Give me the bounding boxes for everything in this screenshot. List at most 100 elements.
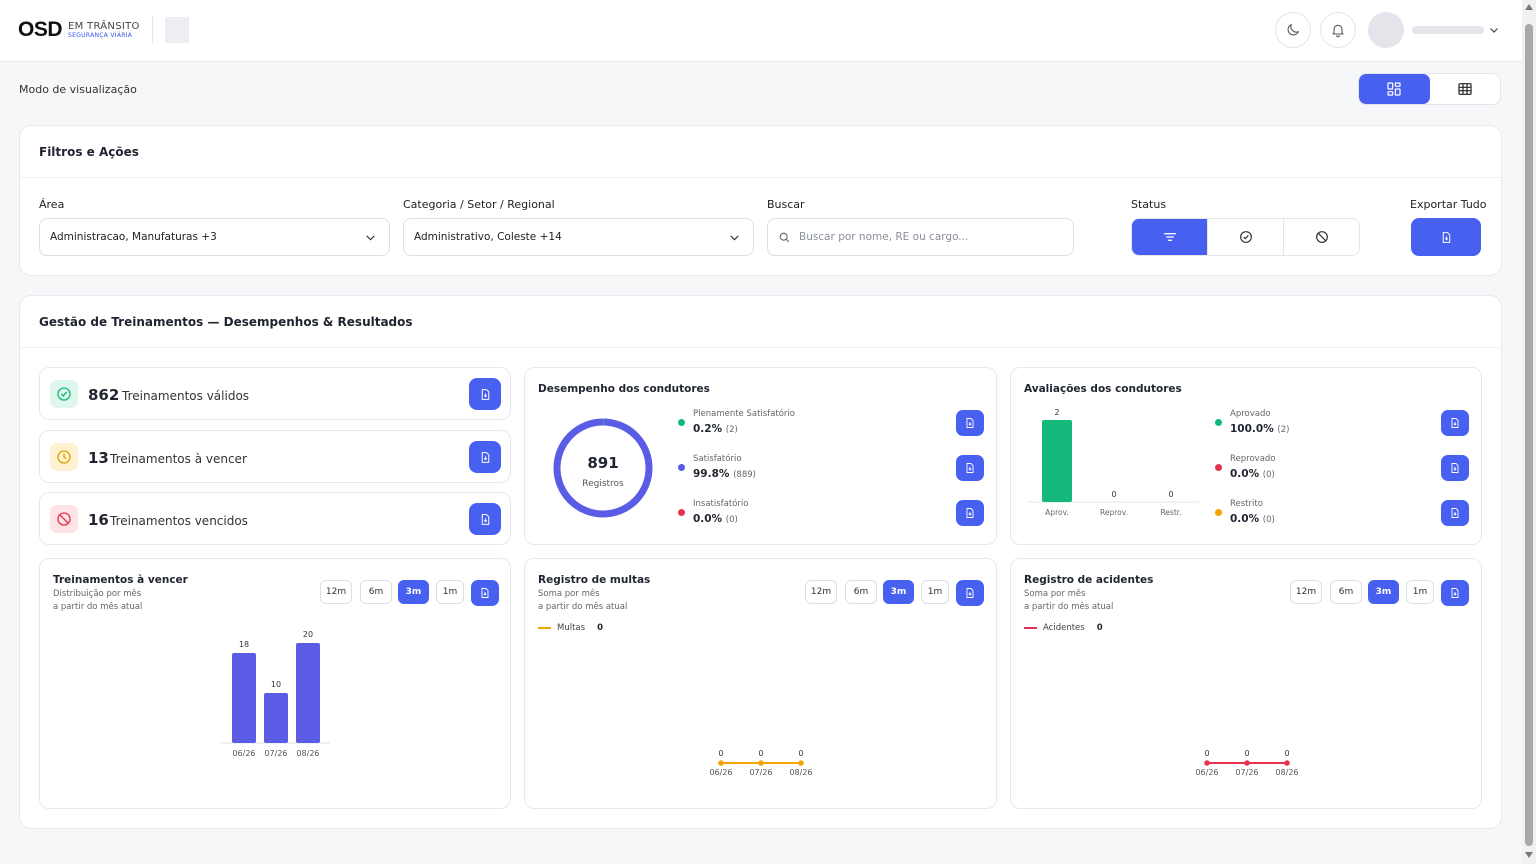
tick-label-1: 07/26 — [749, 768, 772, 777]
export-button[interactable] — [956, 500, 984, 526]
period-3m-button[interactable]: 3m — [398, 580, 429, 604]
logo-mark: OSD — [18, 18, 63, 41]
export-button[interactable] — [956, 455, 984, 481]
data-label-0: 18 — [239, 640, 249, 649]
file-download-icon — [481, 588, 489, 598]
export-button[interactable] — [1441, 580, 1469, 606]
export-button[interactable] — [1441, 410, 1469, 436]
fines-card: Registro de multas Soma por mês a partir… — [524, 558, 997, 809]
legend-pct: 0.0% — [1230, 468, 1260, 480]
avatar[interactable] — [1368, 12, 1404, 48]
notifications-button[interactable] — [1320, 12, 1356, 48]
fines-subtitle: Soma por mês a partir do mês atual — [538, 589, 628, 612]
status-filter[interactable] — [1131, 218, 1360, 256]
file-download-icon — [481, 513, 489, 525]
kpi-expiring-trainings: 13 Treinamentos à vencer — [39, 430, 511, 483]
legend-dot — [678, 509, 685, 516]
export-button[interactable] — [1441, 500, 1469, 526]
tick-label-0: 06/26 — [232, 749, 255, 758]
period-12m-button[interactable]: 12m — [805, 580, 837, 604]
file-download-icon — [481, 388, 489, 400]
period-1m-button[interactable]: 1m — [921, 580, 949, 604]
period-12m-button[interactable]: 12m — [1290, 580, 1322, 604]
chevron-down-icon — [730, 235, 739, 241]
logo-divider — [151, 17, 153, 43]
evaluations-bar-chart: 2 Aprov. 0 Reprov. 0 Restr. — [1029, 408, 1199, 517]
period-3m-button[interactable]: 3m — [1368, 580, 1399, 604]
period-1m-button[interactable]: 1m — [436, 580, 464, 604]
brand-logo[interactable]: OSD EM TRÂNSITO SEGURANÇA VIÁRIA — [18, 17, 189, 43]
legend-pct: 99.8% — [693, 468, 730, 480]
grid-view-icon — [1387, 82, 1401, 96]
export-button[interactable] — [956, 410, 984, 436]
search-input[interactable] — [799, 231, 1059, 243]
view-mode-label: Modo de visualização — [19, 83, 137, 96]
area-select[interactable]: Administracao, Manufaturas +3 — [39, 218, 390, 256]
kpi-label: Treinamentos vencidos — [110, 514, 248, 528]
data-label-0: 0 — [718, 749, 723, 758]
point-2 — [1284, 760, 1290, 766]
filter-icon — [1163, 233, 1176, 241]
export-button[interactable] — [469, 441, 501, 473]
accidents-card: Registro de acidentes Soma por mês a par… — [1010, 558, 1482, 809]
point-1 — [1244, 760, 1250, 766]
legend-pct: 0.0% — [693, 513, 723, 525]
status-blocked-button[interactable] — [1283, 219, 1359, 255]
tick-label-0: 06/26 — [709, 768, 732, 777]
legend-dot — [678, 419, 685, 426]
chevron-down-icon[interactable] — [1488, 24, 1500, 36]
file-download-icon — [966, 508, 974, 518]
search-box[interactable] — [767, 218, 1074, 256]
view-mode-toggle[interactable] — [1358, 73, 1501, 105]
status-valid-button[interactable] — [1207, 219, 1283, 255]
period-6m-button[interactable]: 6m — [845, 580, 877, 604]
chevron-down-icon — [366, 235, 375, 241]
bar-0 — [232, 653, 256, 743]
scroll-down-arrow[interactable] — [1525, 852, 1533, 858]
top-bar: OSD EM TRÂNSITO SEGURANÇA VIÁRIA — [0, 0, 1522, 62]
tick-label-2: 08/26 — [1275, 768, 1298, 777]
export-button[interactable] — [1441, 455, 1469, 481]
scrollbar[interactable] — [1522, 0, 1536, 864]
legend-count: (0) — [1262, 515, 1275, 525]
file-download-icon — [966, 463, 974, 473]
grid-view-button[interactable] — [1359, 74, 1430, 104]
status-label: Status — [1131, 198, 1167, 211]
legend-name: Aprovado — [1230, 409, 1271, 419]
expiring-subtitle: Distribuição por mês a partir do mês atu… — [53, 589, 143, 612]
export-button[interactable] — [469, 503, 501, 535]
point-0 — [1204, 760, 1210, 766]
period-6m-button[interactable]: 6m — [360, 580, 392, 604]
tick-label-0: Aprov. — [1045, 508, 1069, 517]
scrollbar-thumb[interactable] — [1525, 24, 1533, 846]
table-view-button[interactable] — [1430, 74, 1501, 104]
period-1m-button[interactable]: 1m — [1406, 580, 1434, 604]
export-button[interactable] — [956, 580, 984, 606]
bar-0 — [1042, 420, 1072, 502]
period-6m-button[interactable]: 6m — [1330, 580, 1362, 604]
area-label: Área — [39, 198, 65, 211]
file-download-icon — [966, 588, 974, 598]
tick-label-1: Reprov. — [1100, 508, 1128, 517]
export-button[interactable] — [469, 378, 501, 410]
legend-name: Acidentes — [1043, 623, 1085, 633]
status-all-button[interactable] — [1132, 219, 1207, 255]
performance-donut-chart — [553, 418, 653, 518]
category-select[interactable]: Administrativo, Coleste +14 — [403, 218, 754, 256]
period-12m-button[interactable]: 12m — [320, 580, 352, 604]
file-download-icon — [481, 451, 489, 463]
donut-slice-1 — [553, 418, 653, 518]
user-name-placeholder[interactable] — [1412, 26, 1484, 34]
legend-name: Plenamente Satisfatório — [693, 409, 795, 419]
theme-toggle-button[interactable] — [1275, 12, 1311, 48]
legend-pct: 0.0% — [1230, 513, 1260, 525]
period-3m-button[interactable]: 3m — [883, 580, 914, 604]
legend-count: (0) — [1262, 470, 1275, 480]
export-button[interactable] — [471, 580, 499, 606]
moon-icon — [1287, 24, 1299, 36]
export-all-button[interactable] — [1411, 218, 1481, 256]
legend-dot — [1215, 419, 1222, 426]
legend-name: Insatisfatório — [693, 499, 749, 509]
legend-count: (2) — [725, 425, 738, 435]
scroll-up-arrow[interactable] — [1525, 4, 1533, 10]
